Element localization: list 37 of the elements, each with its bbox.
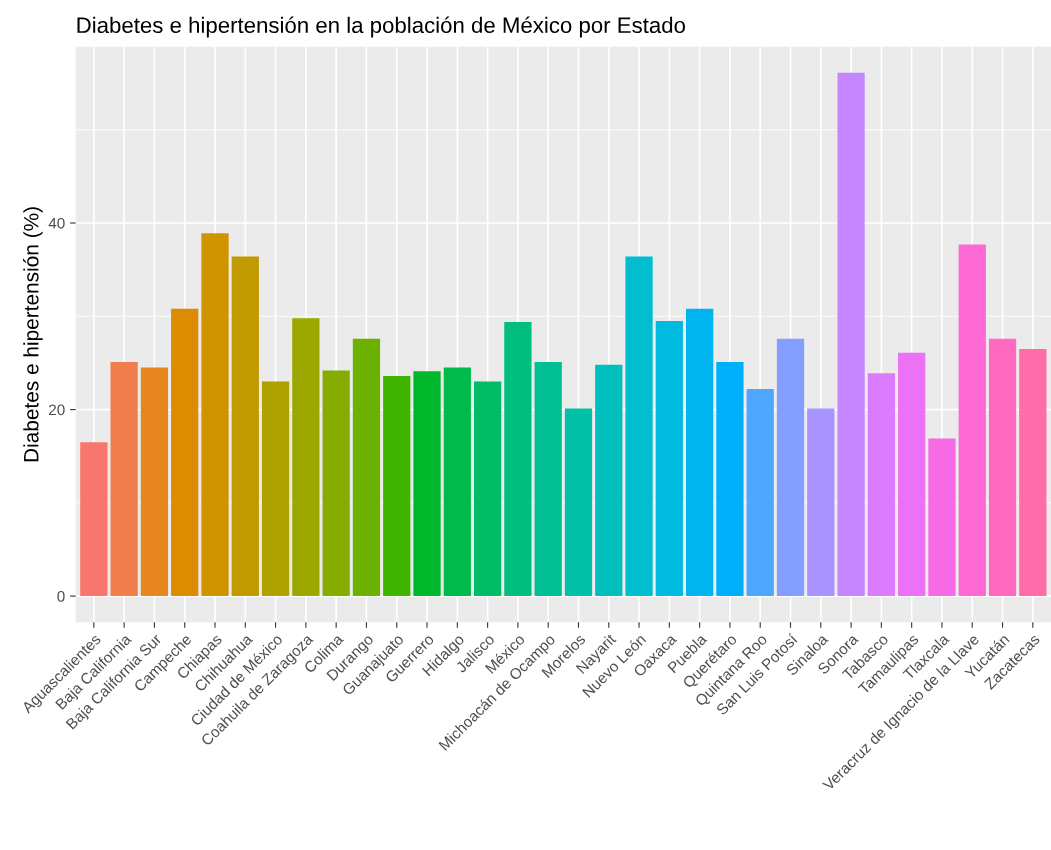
bar bbox=[776, 338, 805, 597]
bar bbox=[504, 321, 532, 597]
bar bbox=[80, 442, 108, 597]
bar bbox=[413, 371, 441, 597]
bar bbox=[1019, 348, 1047, 597]
bar bbox=[140, 367, 169, 597]
bar bbox=[443, 367, 471, 597]
bar bbox=[958, 244, 986, 597]
y-axis-title: Diabetes e hipertensión (%) bbox=[23, 207, 43, 462]
bar bbox=[383, 375, 411, 597]
bar bbox=[564, 408, 593, 597]
bar bbox=[110, 361, 138, 597]
bar bbox=[837, 72, 865, 597]
bar bbox=[898, 352, 926, 597]
chart-title: Diabetes e hipertensión en la población de México por Estado bbox=[77, 16, 685, 38]
bar bbox=[595, 364, 623, 597]
bar bbox=[625, 256, 653, 597]
bar bbox=[746, 389, 774, 597]
bar bbox=[231, 256, 259, 597]
bar bbox=[867, 373, 896, 597]
bar bbox=[807, 408, 835, 597]
y-tick-label: 40 bbox=[48, 217, 65, 229]
bar bbox=[352, 338, 381, 597]
bar bbox=[292, 318, 320, 597]
bar bbox=[686, 308, 714, 597]
y-tick-label: 0 bbox=[57, 590, 65, 602]
bar bbox=[655, 320, 683, 597]
bar bbox=[322, 370, 350, 597]
bar bbox=[261, 381, 290, 597]
bar bbox=[201, 233, 229, 597]
bar bbox=[716, 361, 744, 597]
y-tick-label: 20 bbox=[49, 404, 65, 416]
bar bbox=[171, 308, 199, 597]
bar bbox=[473, 381, 502, 597]
bar bbox=[928, 438, 956, 597]
bar bbox=[988, 338, 1017, 597]
bar bbox=[534, 361, 562, 597]
